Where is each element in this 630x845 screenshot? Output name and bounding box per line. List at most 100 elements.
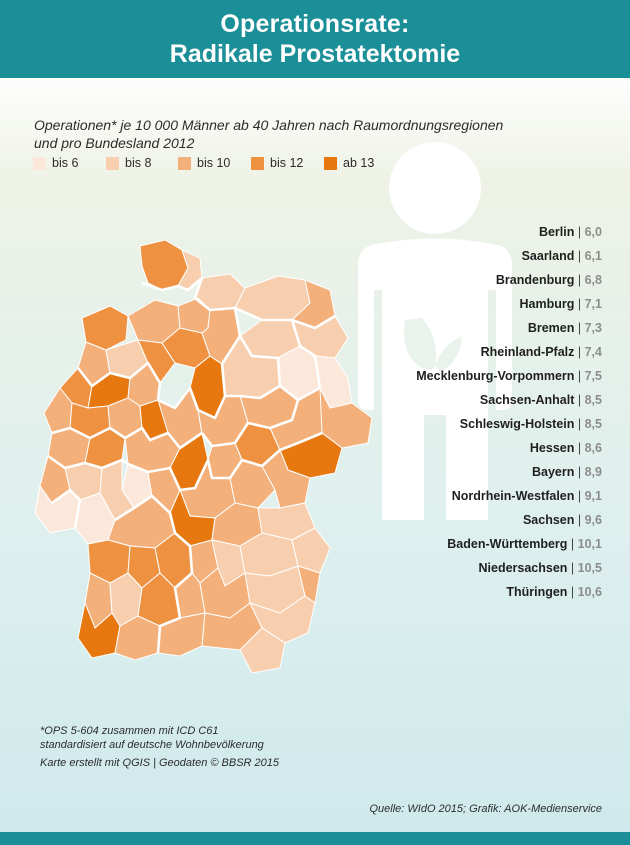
legend-label: bis 6: [52, 156, 79, 170]
ranking-value: 8,6: [584, 441, 602, 455]
ranking-state: Schleswig-Holstein: [459, 417, 575, 431]
ranking-state: Bayern: [532, 465, 575, 479]
ranking-state: Saarland: [521, 249, 575, 263]
ranking-separator: |: [577, 513, 582, 527]
ranking-state: Berlin: [538, 225, 575, 239]
ranking-state: Niedersachsen: [478, 561, 568, 575]
ranking-state: Rheinland-Pfalz: [480, 345, 575, 359]
ranking-row: Rheinland-Pfalz | 7,4: [302, 344, 602, 368]
ranking-state: Sachsen-Anhalt: [479, 393, 575, 407]
ranking-value: 8,5: [584, 393, 602, 407]
map-region: [291, 527, 331, 574]
ranking-separator: |: [577, 345, 582, 359]
ranking-state: Hessen: [529, 441, 575, 455]
ranking-value: 8,9: [584, 465, 602, 479]
ranking-value: 8,5: [584, 417, 602, 431]
ranking-state: Thüringen: [506, 585, 568, 599]
map-region: [239, 627, 286, 674]
ranking-value: 9,1: [584, 489, 602, 503]
ranking-row: Thüringen | 10,6: [302, 584, 602, 608]
ranking-value: 6,8: [584, 273, 602, 287]
footnote-ops: *OPS 5-604 zusammen mit ICD C61: [40, 725, 219, 737]
legend-label: bis 8: [125, 156, 152, 170]
ranking-row: Schleswig-Holstein | 8,5: [302, 416, 602, 440]
man-silhouette-icon: [358, 142, 512, 520]
state-border: [47, 431, 323, 492]
legend-label: bis 12: [270, 156, 304, 170]
ranking-state: Mecklenburg-Vorpommern: [416, 369, 575, 383]
ranking-separator: |: [577, 417, 582, 431]
legend-label: bis 10: [197, 156, 231, 170]
ranking-separator: |: [577, 393, 582, 407]
title-line-1: Operationsrate:: [220, 10, 410, 38]
ranking-separator: |: [577, 225, 582, 239]
ranking-value: 6,0: [584, 225, 602, 239]
ranking-value: 10,1: [577, 537, 602, 551]
state-border: [279, 319, 322, 402]
bottom-bar: [0, 832, 630, 845]
ranking-state: Hamburg: [519, 297, 575, 311]
ranking-state: Bremen: [527, 321, 575, 335]
map-regions: [34, 239, 373, 674]
ranking-row: Niedersachsen | 10,5: [302, 560, 603, 584]
ranking-value: 10,5: [577, 561, 602, 575]
ranking-state: Sachsen: [522, 513, 575, 527]
state-border: [200, 399, 300, 448]
ranking-value: 7,1: [584, 297, 602, 311]
ranking-row: Berlin | 6,0: [302, 224, 602, 248]
ranking-separator: |: [577, 489, 582, 503]
title-line-2: Radikale Prostatektomie: [169, 40, 461, 68]
ranking-value: 10,6: [577, 585, 602, 599]
ranking-separator: |: [577, 297, 582, 311]
state-border: [76, 361, 200, 411]
ranking-value: 6,1: [584, 249, 602, 263]
legend-swatch: [251, 157, 264, 170]
ranking-state: Brandenburg: [495, 273, 575, 287]
legend-label: ab 13: [343, 156, 375, 170]
ranking-row: Sachsen-Anhalt | 8,5: [302, 392, 602, 416]
ranking-row: Bayern | 8,9: [302, 464, 602, 488]
ranking-row: Sachsen | 9,6: [302, 512, 602, 536]
germany-map: [34, 239, 373, 674]
state-border: [51, 426, 203, 450]
state-border: [114, 494, 194, 654]
ranking-state: Baden-Württemberg: [447, 537, 568, 551]
ranking-separator: |: [570, 537, 575, 551]
ranking-row: Saarland | 6,1: [302, 248, 602, 272]
legend-swatch: [33, 157, 46, 170]
ranking-row: Brandenburg | 6,8: [302, 272, 602, 296]
state-border: [141, 277, 203, 292]
footnote-standardization: standardisiert auf deutsche Wohnbevölker…: [40, 739, 264, 751]
footnote-map-credits: Karte erstellt mit QGIS | Geodaten © BBS…: [40, 757, 280, 769]
state-border: [51, 488, 82, 529]
ranking-row: Hessen | 8,6: [302, 440, 602, 464]
ranking-value: 7,5: [584, 369, 602, 383]
source-credit: Quelle: WIdO 2015; Grafik: AOK-Medienser…: [369, 803, 602, 815]
ranking-row: Mecklenburg-Vorpommern | 7,5: [302, 368, 602, 392]
ranking-state: Nordrhein-Westfalen: [451, 489, 575, 503]
ranking-separator: |: [577, 465, 582, 479]
map-region: [261, 449, 311, 509]
ranking-separator: |: [570, 585, 575, 599]
ranking-value: 9,6: [584, 513, 602, 527]
state-borders: [47, 277, 336, 654]
ranking-separator: |: [577, 369, 582, 383]
state-border: [220, 307, 282, 400]
ranking-separator: |: [577, 249, 582, 263]
ranking-separator: |: [577, 273, 582, 287]
ranking-value: 7,4: [584, 345, 602, 359]
state-border: [197, 395, 227, 420]
legend-swatch: [324, 157, 337, 170]
ranking-separator: |: [577, 441, 582, 455]
map-region: [137, 339, 176, 384]
state-ranking: Berlin | 6,0 Saarland | 6,1 Brandenburg | …: [302, 224, 602, 608]
ranking-row: Nordrhein-Westfalen | 9,1: [302, 488, 602, 512]
header-bar: Operationsrate: Radikale Prostatektomie: [0, 0, 630, 78]
ranking-value: 7,3: [584, 321, 602, 335]
ranking-separator: |: [577, 321, 582, 335]
legend-swatch: [178, 157, 191, 170]
ranking-separator: |: [570, 561, 575, 575]
legend-swatch: [106, 157, 119, 170]
subtitle: Operationen* je 10 000 Männer ab 40 Jahr…: [34, 117, 504, 151]
